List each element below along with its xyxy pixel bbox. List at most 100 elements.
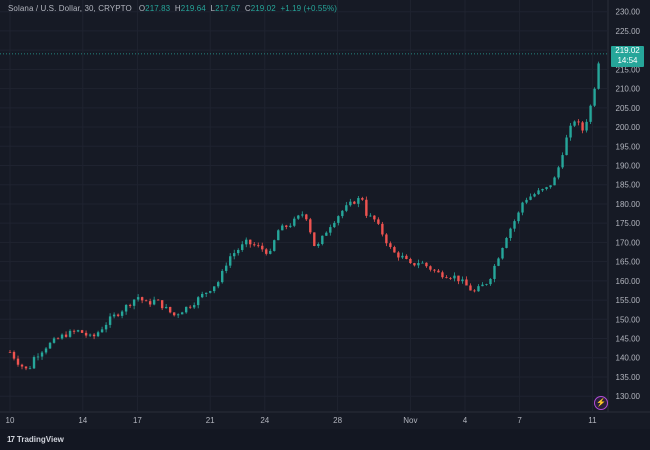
candle-body <box>196 297 200 306</box>
candle-body <box>433 269 436 271</box>
candle-body <box>44 348 48 353</box>
candle-body <box>217 282 220 287</box>
candle-body <box>273 240 276 251</box>
candle-body <box>469 285 472 291</box>
candle-body <box>136 297 140 300</box>
candle-body <box>168 306 172 313</box>
candle-body <box>481 284 484 287</box>
candle-body <box>28 368 32 370</box>
candle-body <box>509 228 512 239</box>
candle-body <box>441 272 444 278</box>
candle-body <box>104 324 108 330</box>
candle-body <box>204 292 208 294</box>
candle-body <box>497 258 500 266</box>
candle-body <box>529 196 532 200</box>
open-value: 217.83 <box>145 4 171 13</box>
candle-body <box>297 215 300 219</box>
candle-body <box>160 300 164 309</box>
candle-body <box>409 258 412 264</box>
candle-body <box>437 270 440 273</box>
candle-body <box>425 262 428 267</box>
candle-body <box>465 279 468 286</box>
y-tick-label: 180.00 <box>616 200 641 209</box>
candle-body <box>96 332 100 337</box>
candle-body <box>401 255 404 258</box>
candle-body <box>261 245 264 250</box>
candle-body <box>285 225 288 227</box>
candle-body <box>200 293 204 298</box>
candle-body <box>56 338 60 340</box>
candle-body <box>269 250 272 254</box>
candle-body <box>461 279 464 282</box>
bar-countdown: 14:54 <box>617 56 638 65</box>
candle-body <box>333 222 336 228</box>
candle-body <box>521 202 524 213</box>
candle-body <box>241 244 244 250</box>
candle-body <box>184 306 188 313</box>
candle-body <box>16 358 20 365</box>
x-tick-label: Nov <box>403 416 417 425</box>
candle-body <box>393 247 396 253</box>
candle-body <box>485 284 488 285</box>
candle-body <box>569 125 572 138</box>
y-tick-label: 185.00 <box>616 181 641 190</box>
candle-body <box>60 334 64 339</box>
high-label: H <box>174 4 181 13</box>
candle-body <box>36 356 40 358</box>
candle-body <box>537 190 540 195</box>
candle-body <box>377 219 380 224</box>
candle-body <box>88 334 92 336</box>
tradingview-brand: TradingView <box>16 435 64 444</box>
candle-body <box>353 201 356 204</box>
lightning-icon[interactable]: ⚡ <box>594 396 608 410</box>
open-label: O <box>138 4 146 13</box>
x-tick-label: 10 <box>6 416 15 425</box>
candle-body <box>80 330 84 333</box>
candle-body <box>84 332 88 336</box>
y-tick-label: 165.00 <box>616 258 641 267</box>
candle-body <box>505 238 508 248</box>
candle-body <box>429 266 432 270</box>
y-tick-label: 200.00 <box>616 123 641 132</box>
y-tick-label: 175.00 <box>616 219 641 228</box>
candle-body <box>48 342 52 349</box>
candle-body <box>92 334 96 337</box>
close-value: 219.02 <box>250 4 276 13</box>
candle-body <box>313 232 316 246</box>
candle-body <box>417 263 420 266</box>
tradingview-logo[interactable]: 17 TradingView <box>7 435 64 444</box>
candle-body <box>421 262 424 264</box>
candle-body <box>553 177 556 186</box>
candle-body <box>325 232 328 236</box>
candle-body <box>120 311 124 316</box>
candle-body <box>8 351 12 353</box>
candle-body <box>513 221 516 229</box>
candle-body <box>176 314 180 316</box>
candle-body <box>373 215 376 220</box>
candle-body <box>188 306 192 308</box>
candle-body <box>221 270 224 283</box>
candle-body <box>581 122 584 131</box>
candle-body <box>341 210 344 217</box>
candle-body <box>565 137 568 156</box>
candle-body <box>192 305 196 308</box>
y-tick-label: 170.00 <box>616 238 641 247</box>
x-tick-label: 17 <box>133 416 142 425</box>
candle-body <box>68 330 72 337</box>
candle-body <box>180 312 184 315</box>
candle-body <box>453 275 456 279</box>
candle-body <box>405 255 408 259</box>
candle-body <box>277 230 280 241</box>
low-label: L <box>210 4 216 13</box>
candle-body <box>140 297 144 301</box>
candle-body <box>253 244 256 246</box>
candle-body <box>337 216 340 223</box>
candle-body <box>225 265 228 271</box>
x-tick-label: 24 <box>260 416 269 425</box>
candle-body <box>577 121 580 123</box>
candle-body <box>309 219 312 233</box>
footer-bar: 17 TradingView <box>0 429 650 450</box>
candle-body <box>144 300 148 302</box>
